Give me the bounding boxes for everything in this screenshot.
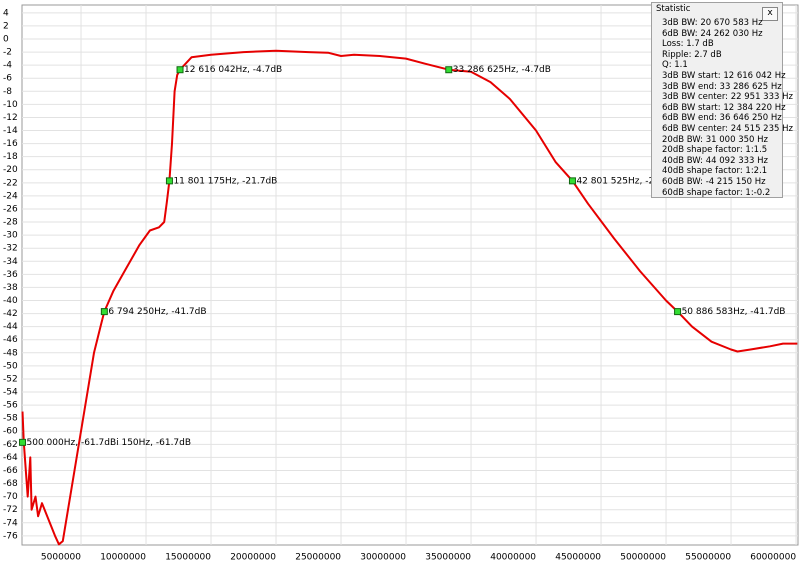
x-tick-label: 45000000 (555, 553, 601, 563)
y-tick-label: -40 (3, 296, 18, 306)
y-tick-label: -16 (3, 139, 18, 149)
statistic-line: 6dB BW end: 36 646 250 Hz (662, 113, 782, 124)
y-tick-label: -30 (3, 231, 18, 241)
marker (568, 177, 576, 185)
statistic-line: 20dB BW: 31 000 350 Hz (662, 134, 768, 145)
y-tick-label: -52 (3, 374, 18, 384)
y-tick-label: -2 (3, 48, 12, 58)
y-tick-label: -66 (3, 466, 18, 476)
y-tick-label: -36 (3, 270, 18, 280)
statistic-line: 6dB BW start: 12 384 220 Hz (662, 102, 786, 113)
marker-label: 33 286 625Hz, -4.7dB (453, 65, 551, 75)
statistic-line: 3dB BW center: 22 951 333 Hz (662, 92, 793, 103)
marker (445, 66, 453, 74)
x-tick-label: 30000000 (360, 553, 406, 563)
y-tick-label: -54 (3, 388, 18, 398)
y-tick-label: -64 (3, 453, 18, 463)
marker (165, 177, 173, 185)
x-tick-label: 40000000 (490, 553, 536, 563)
marker (100, 308, 108, 316)
panel-title: Statistic (656, 4, 691, 14)
y-tick-label: 2 (3, 21, 9, 31)
marker-label: 12 616 042Hz, -4.7dB (184, 65, 282, 75)
y-tick-label: -68 (3, 479, 18, 489)
y-tick-label: -58 (3, 414, 18, 424)
y-tick-label: -26 (3, 204, 18, 214)
y-tick-label: -24 (3, 191, 18, 201)
marker-label: 11 801 175Hz, -21.7dB (173, 176, 277, 186)
x-tick-label: 15000000 (165, 553, 211, 563)
y-tick-label: -38 (3, 283, 18, 293)
x-tick-label: 20000000 (230, 553, 276, 563)
y-tick-label: -74 (3, 518, 18, 528)
close-button[interactable]: x (762, 7, 778, 21)
statistic-line: 6dB BW center: 24 515 235 Hz (662, 123, 793, 134)
statistic-line: 3dB BW start: 12 616 042 Hz (662, 70, 786, 81)
statistic-line: Q: 1.1 (662, 60, 688, 71)
y-tick-label: -14 (3, 126, 18, 136)
statistic-line: Loss: 1.7 dB (662, 39, 714, 50)
y-tick-label: -56 (3, 401, 18, 411)
x-tick-label: 5000000 (41, 553, 81, 563)
x-tick-label: 50000000 (620, 553, 666, 563)
marker-label: 500 000Hz, -61.7dBi 150Hz, -61.7dB (27, 438, 192, 448)
x-tick-label: 60000000 (750, 553, 796, 563)
y-tick-label: -46 (3, 335, 18, 345)
statistic-line: 6dB BW: 24 262 030 Hz (662, 28, 763, 39)
y-tick-label: -42 (3, 309, 18, 319)
y-tick-label: 0 (3, 34, 9, 44)
y-tick-label: -10 (3, 100, 18, 110)
x-tick-label: 55000000 (685, 553, 731, 563)
y-tick-label: -20 (3, 165, 18, 175)
marker-label: 50 886 583Hz, -41.7dB (682, 307, 786, 317)
statistic-line: 60dB shape factor: 1:-0.2 (662, 187, 771, 198)
y-tick-label: -8 (3, 87, 12, 97)
y-tick-label: -70 (3, 492, 18, 502)
x-tick-label: 10000000 (100, 553, 146, 563)
marker-label: 42 801 525Hz, -21.7dB (576, 176, 680, 186)
y-tick-label: -6 (3, 74, 12, 84)
statistic-line: Ripple: 2.7 dB (662, 49, 722, 60)
y-tick-label: -12 (3, 113, 18, 123)
x-tick-label: 35000000 (425, 553, 471, 563)
statistic-line: 40dB BW: 44 092 333 Hz (662, 155, 768, 166)
y-tick-label: -28 (3, 218, 18, 228)
marker (674, 308, 682, 316)
y-tick-label: -44 (3, 322, 18, 332)
x-tick-label: 25000000 (295, 553, 341, 563)
statistic-line: 3dB BW end: 33 286 625 Hz (662, 81, 782, 92)
y-tick-label: -18 (3, 152, 18, 162)
statistic-panel: Statistic x 3dB BW: 20 670 583 Hz 6dB BW:… (651, 2, 793, 198)
y-tick-label: -60 (3, 427, 18, 437)
y-tick-label: -72 (3, 505, 18, 515)
y-tick-label: -34 (3, 257, 18, 267)
statistic-line: 60dB BW: -4 215 150 Hz (662, 176, 766, 187)
y-tick-label: -62 (3, 440, 18, 450)
y-tick-label: -50 (3, 361, 18, 371)
statistic-lines: 3dB BW: 20 670 583 Hz 6dB BW: 24 262 030 … (662, 18, 793, 198)
marker (19, 438, 27, 446)
marker (176, 66, 184, 74)
y-tick-label: 4 (3, 8, 9, 18)
statistic-line: 3dB BW: 20 670 583 Hz (662, 18, 763, 28)
y-tick-label: -22 (3, 178, 18, 188)
statistic-line: 40dB shape factor: 1:2.1 (662, 166, 768, 177)
y-tick-label: -32 (3, 244, 18, 254)
statistic-line: 20dB shape factor: 1:1.5 (662, 145, 768, 156)
y-tick-label: -76 (3, 531, 18, 541)
marker-label: 6 794 250Hz, -41.7dB (108, 307, 206, 317)
y-tick-label: -4 (3, 61, 12, 71)
y-tick-label: -48 (3, 348, 18, 358)
